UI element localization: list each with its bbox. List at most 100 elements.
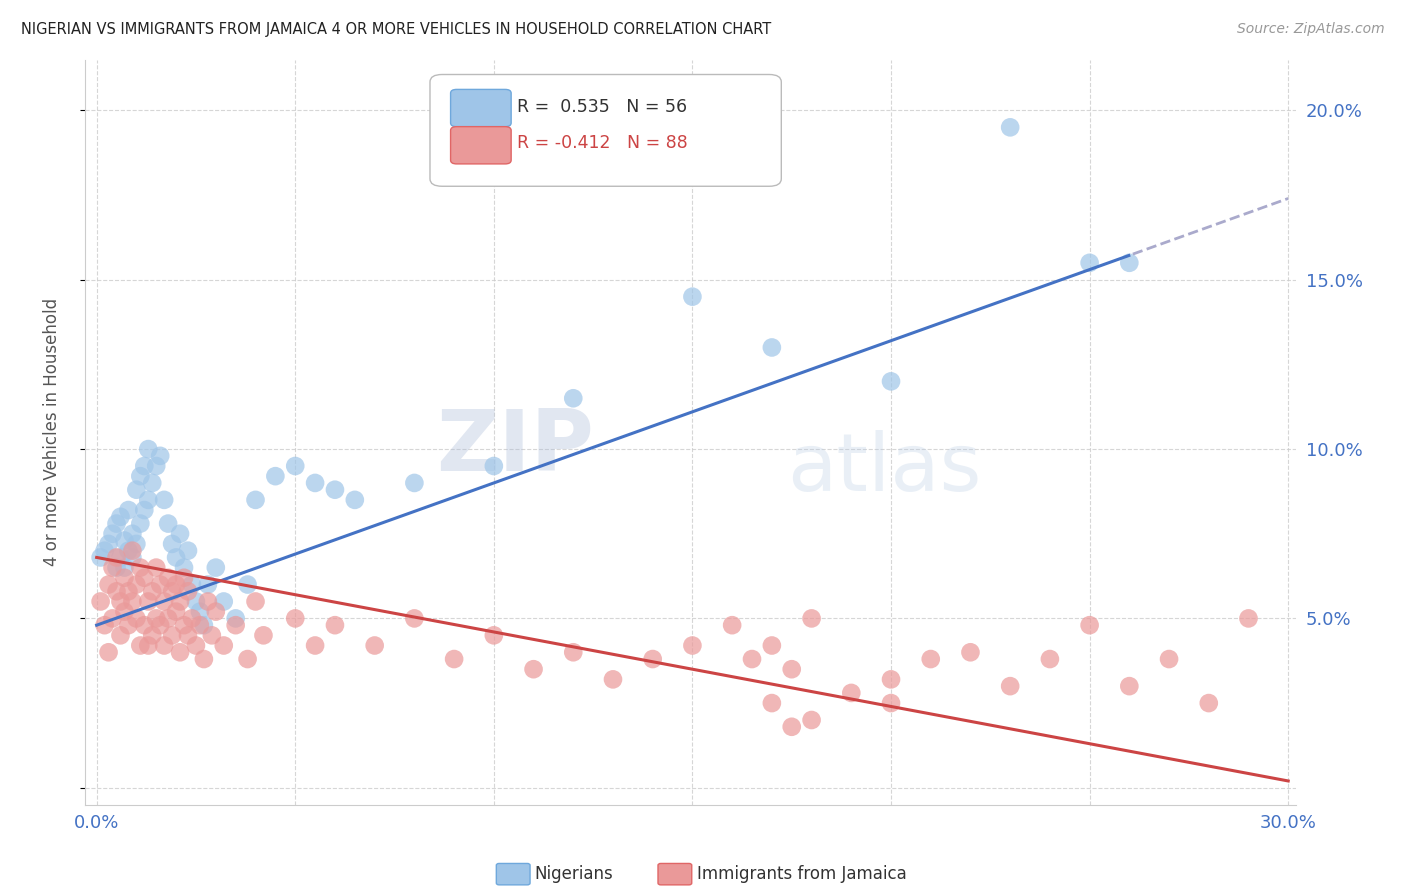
Point bbox=[880, 673, 903, 687]
Point bbox=[363, 639, 385, 653]
Point bbox=[165, 605, 187, 619]
Point bbox=[129, 469, 152, 483]
Text: Immigrants from Jamaica: Immigrants from Jamaica bbox=[697, 865, 907, 883]
Point bbox=[110, 550, 132, 565]
Point bbox=[212, 639, 235, 653]
Point bbox=[169, 645, 191, 659]
Point bbox=[1198, 696, 1220, 710]
Point bbox=[173, 618, 195, 632]
FancyBboxPatch shape bbox=[450, 89, 512, 127]
Point bbox=[482, 458, 505, 473]
Point bbox=[101, 560, 124, 574]
Text: Nigerians: Nigerians bbox=[534, 865, 613, 883]
Point bbox=[134, 458, 156, 473]
Point bbox=[880, 696, 903, 710]
Point bbox=[149, 577, 172, 591]
Point bbox=[117, 503, 139, 517]
Point bbox=[101, 611, 124, 625]
Point bbox=[323, 483, 346, 497]
Point bbox=[761, 696, 783, 710]
Point bbox=[741, 652, 763, 666]
Point bbox=[304, 475, 326, 490]
Point bbox=[114, 605, 136, 619]
Point bbox=[212, 594, 235, 608]
Point bbox=[114, 571, 136, 585]
Point bbox=[225, 611, 247, 625]
Point bbox=[193, 618, 215, 632]
Point bbox=[181, 577, 204, 591]
Point bbox=[245, 594, 267, 608]
Point bbox=[157, 611, 180, 625]
Point bbox=[998, 679, 1021, 693]
Point bbox=[145, 458, 167, 473]
Point bbox=[780, 720, 803, 734]
Point bbox=[204, 560, 226, 574]
Point bbox=[105, 516, 128, 531]
Point bbox=[304, 639, 326, 653]
Point bbox=[153, 594, 176, 608]
Text: ZIP: ZIP bbox=[436, 406, 593, 489]
Point bbox=[141, 628, 163, 642]
Point bbox=[201, 628, 224, 642]
Point bbox=[1118, 256, 1140, 270]
Point bbox=[125, 611, 148, 625]
Point bbox=[160, 584, 183, 599]
Point bbox=[169, 526, 191, 541]
Point bbox=[284, 611, 307, 625]
Point bbox=[129, 516, 152, 531]
FancyBboxPatch shape bbox=[450, 127, 512, 164]
FancyBboxPatch shape bbox=[430, 75, 782, 186]
Point bbox=[157, 571, 180, 585]
Point bbox=[188, 618, 211, 632]
Point bbox=[117, 543, 139, 558]
Point bbox=[998, 120, 1021, 135]
Point bbox=[236, 577, 259, 591]
Point bbox=[129, 560, 152, 574]
Point bbox=[160, 537, 183, 551]
Point bbox=[93, 543, 115, 558]
Point bbox=[90, 594, 112, 608]
Point bbox=[134, 503, 156, 517]
Point bbox=[136, 492, 159, 507]
Point bbox=[121, 526, 143, 541]
Point bbox=[252, 628, 274, 642]
Point bbox=[114, 533, 136, 548]
Point bbox=[181, 611, 204, 625]
Point bbox=[177, 584, 200, 599]
Point bbox=[204, 605, 226, 619]
Point bbox=[197, 594, 219, 608]
Text: R = -0.412   N = 88: R = -0.412 N = 88 bbox=[517, 134, 688, 152]
Point bbox=[800, 611, 823, 625]
Point bbox=[117, 618, 139, 632]
Point bbox=[173, 571, 195, 585]
Point bbox=[90, 550, 112, 565]
Y-axis label: 4 or more Vehicles in Household: 4 or more Vehicles in Household bbox=[44, 298, 60, 566]
Point bbox=[1078, 256, 1101, 270]
Point bbox=[839, 686, 862, 700]
Point bbox=[125, 537, 148, 551]
Point bbox=[562, 645, 585, 659]
Point bbox=[236, 652, 259, 666]
Point bbox=[721, 618, 744, 632]
Text: Source: ZipAtlas.com: Source: ZipAtlas.com bbox=[1237, 22, 1385, 37]
Point bbox=[780, 662, 803, 676]
Point bbox=[173, 560, 195, 574]
Point bbox=[323, 618, 346, 632]
Point bbox=[105, 560, 128, 574]
Point bbox=[482, 628, 505, 642]
Text: atlas: atlas bbox=[787, 431, 981, 508]
Point bbox=[125, 577, 148, 591]
Point bbox=[160, 628, 183, 642]
Point bbox=[136, 442, 159, 456]
Text: NIGERIAN VS IMMIGRANTS FROM JAMAICA 4 OR MORE VEHICLES IN HOUSEHOLD CORRELATION : NIGERIAN VS IMMIGRANTS FROM JAMAICA 4 OR… bbox=[21, 22, 772, 37]
Point bbox=[1078, 618, 1101, 632]
Point bbox=[121, 594, 143, 608]
Point bbox=[184, 594, 207, 608]
Point bbox=[101, 526, 124, 541]
Point bbox=[880, 375, 903, 389]
Point bbox=[225, 618, 247, 632]
Point bbox=[136, 639, 159, 653]
Point bbox=[761, 639, 783, 653]
Point bbox=[443, 652, 465, 666]
Point bbox=[169, 594, 191, 608]
